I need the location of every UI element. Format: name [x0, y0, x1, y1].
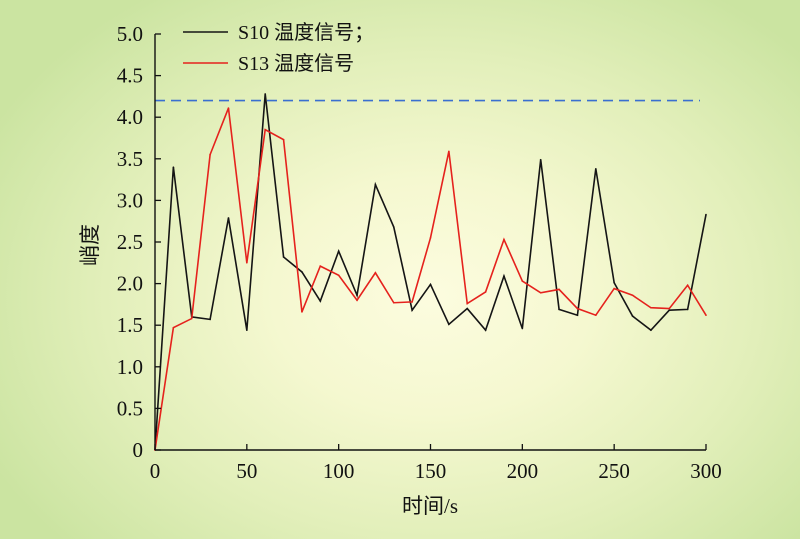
data-point: [466, 302, 469, 305]
data-point: [356, 299, 358, 302]
y-tick-label: 3.5: [117, 147, 143, 171]
data-point: [631, 294, 634, 297]
data-point: [227, 107, 230, 109]
y-axis-title: 峭度: [78, 224, 102, 266]
data-point: [319, 265, 322, 267]
data-point: [282, 138, 285, 141]
data-point: [595, 314, 597, 317]
data-point: [521, 327, 524, 330]
data-point: [539, 291, 542, 294]
data-point: [190, 317, 193, 320]
data-point: [301, 311, 303, 313]
data-point: [337, 250, 340, 252]
data-point: [705, 314, 707, 317]
series-1: [154, 93, 707, 451]
data-point: [521, 280, 524, 282]
data-point: [484, 291, 487, 293]
axes: 0 0.5 1.0 1.5 2.0 2.5 3.0 3.5 4.0 4.5 5.0 0 50 100 150…: [117, 22, 722, 483]
data-point: [374, 271, 377, 274]
data-point: [209, 318, 211, 321]
y-tick-label: 5.0: [117, 22, 143, 46]
data-point: [576, 314, 579, 317]
data-point: [576, 307, 579, 310]
data-point: [650, 329, 652, 331]
data-point: [264, 128, 267, 131]
legend-item-1: S10 温度信号；: [183, 21, 374, 44]
data-point: [209, 153, 211, 156]
data-point: [539, 158, 542, 161]
x-axis-title: 时间/s: [402, 494, 458, 518]
data-point: [319, 300, 322, 302]
data-point: [613, 281, 615, 284]
x-tick-label: 300: [690, 459, 722, 483]
data-point: [668, 309, 671, 312]
data-point: [668, 307, 671, 310]
data-point: [227, 217, 230, 219]
data-point: [558, 288, 560, 291]
legend-label: S10 温度信号；: [238, 21, 374, 44]
data-point: [705, 213, 707, 216]
data-point: [448, 150, 450, 153]
data-point: [392, 226, 395, 228]
y-tick-label: 1.0: [117, 355, 143, 379]
series-layer: [154, 93, 707, 451]
x-tick-label: 150: [415, 459, 447, 483]
data-point: [503, 275, 505, 277]
data-point: [264, 93, 267, 95]
data-point: [246, 262, 248, 264]
data-point: [282, 256, 285, 258]
data-point: [429, 283, 432, 286]
data-point: [686, 284, 689, 287]
x-tick-label: 100: [323, 459, 355, 483]
x-tick-label: 250: [598, 459, 630, 483]
y-tick-label: 0: [133, 438, 144, 462]
data-point: [301, 271, 303, 273]
y-tick-label: 4.5: [117, 64, 143, 88]
data-point: [613, 287, 615, 290]
data-point: [356, 294, 358, 297]
data-point: [337, 274, 340, 277]
data-point: [392, 301, 395, 304]
data-point: [172, 166, 175, 168]
x-tick-label: 200: [507, 459, 539, 483]
data-point: [374, 183, 377, 186]
y-tick-label: 2.5: [117, 230, 143, 254]
data-point: [448, 323, 450, 326]
data-point: [503, 238, 505, 241]
y-tick-label: 2.0: [117, 272, 143, 296]
data-point: [246, 329, 248, 331]
data-point: [484, 329, 487, 331]
data-point: [595, 167, 597, 170]
series-line: [154, 107, 707, 451]
data-point: [650, 306, 652, 309]
legend-label: S13 温度信号: [238, 52, 354, 75]
x-tick-label: 0: [150, 459, 161, 483]
data-point: [558, 308, 560, 311]
legend: S10 温度信号； S13 温度信号: [183, 21, 374, 75]
data-point: [411, 309, 413, 312]
series-line: [154, 93, 707, 451]
data-point: [429, 237, 432, 239]
legend-item-2: S13 温度信号: [183, 52, 354, 75]
y-tick-label: 0.5: [117, 396, 143, 420]
data-point: [686, 308, 689, 311]
data-point: [466, 307, 469, 310]
data-point: [172, 326, 175, 329]
data-point: [631, 315, 634, 317]
y-tick-label: 3.0: [117, 188, 143, 212]
y-tick-label: 4.0: [117, 105, 143, 129]
data-point: [411, 301, 413, 303]
x-tick-label: 50: [236, 459, 257, 483]
y-tick-label: 1.5: [117, 313, 143, 337]
series-2: [154, 107, 707, 451]
